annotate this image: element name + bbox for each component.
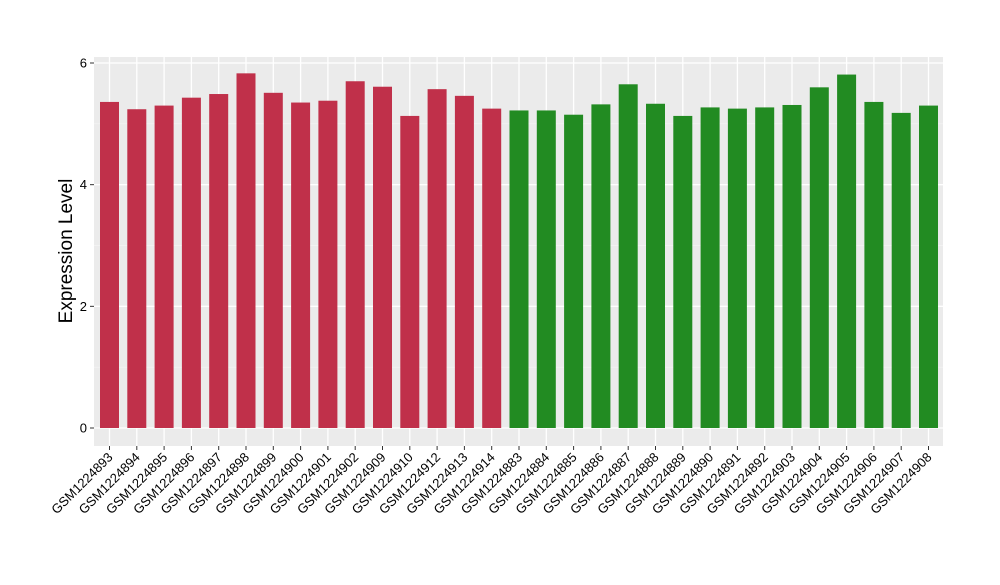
bar [482,108,502,428]
bar [618,84,638,429]
bar [755,107,775,429]
bar [782,104,802,428]
bar [373,86,392,428]
bar [919,105,938,428]
bar [864,101,884,428]
bar [891,112,911,428]
bar [209,94,229,429]
bar [154,105,174,428]
bar [564,114,584,428]
bar [127,109,147,428]
y-tick-label: 4 [80,177,87,192]
bar [509,110,529,428]
bar [236,73,256,428]
bar [181,97,201,429]
x-axis: GSM1224893GSM1224894GSM1224895GSM1224896… [48,446,935,517]
bar [809,87,829,428]
bar [591,104,611,428]
bar [263,92,283,428]
bar [400,115,420,429]
bars [100,73,938,429]
bar [100,101,119,428]
bar [454,95,474,428]
bar [318,100,338,428]
bar [837,74,857,428]
bar [427,89,447,429]
bar [700,107,720,429]
bar [345,81,365,428]
y-tick-label: 2 [80,299,87,314]
y-tick-label: 0 [80,421,87,436]
y-tick-label: 6 [80,56,87,71]
y-axis-label: Expression Level [56,179,77,324]
bar [646,103,665,428]
bar [291,102,311,429]
bar [727,108,747,428]
bar [673,115,693,429]
bar [536,110,556,428]
y-axis: 0 2 4 6 [80,56,94,436]
